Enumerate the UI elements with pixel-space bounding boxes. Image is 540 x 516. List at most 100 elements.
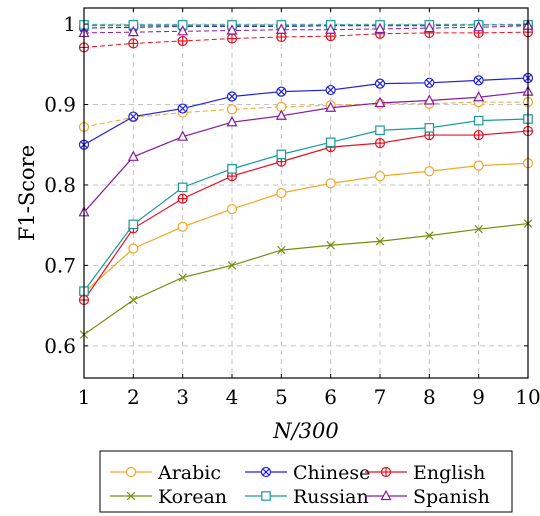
series-spanish-point-3: [177, 130, 189, 141]
series-korean-point-3: [178, 273, 187, 282]
series-spanish-point-5-shape: [275, 109, 287, 120]
series-english-point-9: [473, 129, 484, 141]
series-chinese-point-8: [424, 77, 435, 88]
series-arabic-point-2-shape: [128, 243, 139, 254]
series-spanish-point-3-shape: [177, 130, 189, 141]
series-spanish-point-2: [127, 150, 139, 161]
legend-marker-chinese-cross-b: [262, 468, 270, 476]
dashed-series-5-point-7-shape: [374, 22, 386, 34]
dashed-series-2-point-4: [226, 33, 238, 44]
series-arabic-point-4-shape: [226, 203, 238, 215]
legend-marker-spanish: [380, 489, 392, 501]
series-chinese-point-2: [128, 111, 139, 122]
series-russian-point-5-shape: [276, 149, 287, 160]
x-tick-label-10: 10: [515, 385, 540, 409]
x-tick-label-4: 4: [226, 385, 239, 409]
series-spanish-point-8: [423, 94, 435, 105]
series-korean-point-4: [227, 261, 237, 270]
dashed-series-2-point-3: [177, 35, 188, 47]
series-arabic-point-7-shape: [374, 171, 386, 182]
series-russian-point-4: [227, 164, 237, 174]
legend-marker-chinese: [260, 466, 272, 478]
y-tick-label-1: 1: [63, 12, 76, 36]
solid-series-group: [78, 72, 534, 339]
legend-marker-spanish-shape: [380, 489, 392, 501]
legend-entry-chinese: Chinese: [245, 462, 370, 484]
series-arabic-point-2: [128, 243, 139, 254]
legend-marker-arabic-shape: [125, 466, 137, 478]
series-chinese: [78, 72, 534, 150]
series-russian-point-6: [325, 137, 336, 148]
series-spanish-point-4-shape: [226, 115, 238, 127]
dashed-series-5-point-2-shape: [127, 25, 139, 37]
series-english-point-3: [177, 193, 188, 204]
dashed-series-5-point-2: [127, 25, 139, 37]
series-arabic-point-4: [226, 203, 238, 215]
series-chinese-point-9: [473, 75, 484, 86]
series-russian-point-3: [177, 182, 188, 193]
series-spanish: [78, 85, 534, 217]
series-line-korean: [83, 222, 529, 336]
x-axis-label: N/300: [272, 419, 339, 443]
series-korean-point-9: [474, 224, 483, 234]
series-arabic-point-3-shape: [177, 221, 188, 232]
dashed-series-line-0: [83, 101, 528, 128]
series-arabic-point-8: [424, 166, 435, 177]
legend-marker-russian-shape: [261, 491, 271, 501]
series-line-russian: [83, 118, 529, 292]
legend-marker-arabic: [125, 466, 137, 478]
series-korean-point-7: [375, 237, 385, 246]
series-russian-point-2-shape: [128, 219, 139, 230]
series-line-english: [83, 130, 529, 301]
series-korean-point-5-x-b: [277, 245, 286, 255]
series-korean-point-8: [425, 231, 434, 240]
series-arabic-point-3: [177, 221, 188, 232]
series-russian: [79, 114, 533, 296]
dashed-series-5-point-7: [374, 22, 386, 34]
legend-label-korean: Korean: [158, 486, 227, 508]
series-chinese-point-6: [325, 84, 336, 96]
series-chinese-point-7-cross-b: [376, 79, 384, 88]
series-arabic-point-6-shape: [325, 178, 336, 189]
legend-box: [99, 450, 513, 513]
x-tick-label-6: 6: [324, 385, 337, 409]
legend-marker-russian: [261, 491, 271, 501]
legend-label-arabic: Arabic: [157, 462, 221, 484]
series-chinese-point-4-cross-b: [228, 92, 236, 101]
series-korean-point-6-x-b: [326, 241, 335, 250]
y-tick-label-0.9: 0.9: [44, 93, 76, 117]
series-russian-point-6-shape: [325, 137, 336, 148]
x-tick-label-9: 9: [472, 385, 485, 409]
legend-label-russian: Russian: [293, 486, 369, 508]
x-tick-label-3: 3: [176, 385, 189, 409]
series-chinese-point-3-cross-b: [179, 104, 187, 113]
series-spanish-point-7-shape: [374, 96, 386, 108]
dashed-series-0-point-4-shape: [226, 104, 238, 115]
x-tick-label-8: 8: [423, 385, 436, 409]
dashed-series-5-point-9-shape: [473, 21, 485, 32]
series-russian-point-7-shape: [375, 125, 385, 136]
series-korean-point-2-x-b: [129, 295, 138, 305]
x-tick-label-5: 5: [275, 385, 288, 409]
legend-marker-korean: [126, 491, 136, 501]
series-chinese-point-2-cross-b: [129, 112, 137, 121]
series-russian-point-5: [276, 149, 287, 160]
legend-marker-korean-x-b: [126, 491, 136, 501]
x-tick-label-2: 2: [127, 385, 140, 409]
legend-entry-russian: Russian: [245, 486, 369, 508]
y-tick-label-0.6: 0.6: [44, 334, 76, 358]
series-russian-point-3-shape: [177, 182, 188, 193]
series-spanish-point-7: [374, 96, 386, 108]
series-russian-point-8-shape: [424, 123, 435, 133]
legend-label-english: English: [413, 462, 485, 484]
series-spanish-point-6: [325, 101, 337, 112]
series-chinese-point-7: [374, 78, 386, 89]
series-korean-point-6: [326, 241, 335, 250]
series-korean: [79, 219, 533, 339]
series-english: [78, 125, 534, 306]
y-axis-ticks: 0.6 0.7 0.8 0.9 1: [44, 12, 528, 358]
x-tick-label-1: 1: [78, 385, 91, 409]
series-spanish-point-9-shape: [473, 91, 485, 102]
dashed-series-0-point-4: [226, 104, 238, 115]
series-korean-point-2: [129, 295, 138, 305]
